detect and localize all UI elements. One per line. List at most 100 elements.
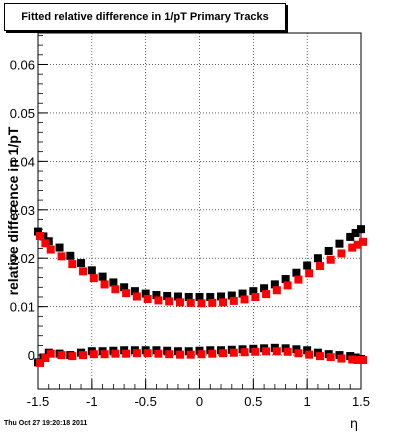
data-point [186,298,195,307]
data-point [219,349,228,358]
data-point [68,352,77,361]
x-tick-label: -0.5 [134,394,156,409]
data-point [68,260,77,269]
data-point [165,297,174,306]
data-point [109,278,118,287]
data-point [197,350,206,359]
y-tick-label: 0.06 [10,57,35,72]
data-point [251,293,260,302]
data-point [165,350,174,359]
data-point [240,295,249,304]
data-marks [34,225,367,367]
data-point [303,261,312,270]
data-point [359,356,367,365]
x-tick-label: -1 [86,394,98,409]
data-point [283,347,292,356]
data-point [122,289,131,298]
data-point [294,275,303,284]
data-point [79,267,88,276]
x-axis-label: η [350,417,358,432]
y-tick-label: 0.02 [10,251,35,266]
data-point [46,245,55,254]
data-point [359,237,367,246]
y-tick-label: 0.04 [10,154,35,169]
data-point [186,350,195,359]
data-point [79,351,88,360]
data-point [154,296,163,305]
data-point [353,240,362,249]
data-point [132,349,141,358]
data-point [240,348,249,357]
data-point [270,280,279,289]
data-point [260,284,269,293]
data-point [346,232,355,241]
data-point [143,294,152,303]
data-point [36,232,44,241]
data-point [197,299,206,308]
data-point [217,292,226,301]
data-point [229,296,238,305]
data-point [195,292,204,301]
y-tick-label: 0.05 [10,106,35,121]
y-tick-label: 0.01 [10,300,35,315]
data-point [173,292,182,301]
data-point [313,254,322,263]
data-point [46,349,55,358]
data-point [57,252,66,261]
data-point [141,289,150,298]
data-point [219,298,228,307]
data-point [303,346,312,355]
data-point [41,354,50,363]
data-point [353,356,362,365]
data-point [262,290,271,299]
chart-title: Fitted relative difference in 1/pT Prima… [4,3,286,31]
x-tick-label: 0.5 [244,394,262,409]
data-point [351,229,360,238]
data-point [57,351,66,360]
data-point [98,272,107,281]
data-point [294,349,303,358]
x-tick-label: 1.5 [352,394,370,409]
data-point [251,347,260,356]
y-axis-label: relative difference in 1/pT [5,126,21,295]
data-point [305,350,314,359]
y-tick-label: 0 [28,348,35,363]
data-point [305,269,314,278]
data-point [130,287,139,296]
data-point [36,358,44,367]
axis-ticks: -1.5 -1 -0.5 0 0.5 1 1.5 0 0.01 0.02 0.03 0.04 0.05 0… [10,35,370,409]
footer-timestamp: Thu Oct 27 19:20:18 2011 [4,420,88,427]
data-point [229,348,238,357]
data-point [120,283,129,292]
data-point [111,285,120,294]
data-point [337,354,346,363]
data-point [100,350,109,359]
data-point [326,255,335,264]
data-point [272,347,281,356]
data-point [208,349,217,358]
data-point [292,268,301,277]
data-point [66,251,75,260]
data-point [238,289,247,298]
data-point [89,350,98,359]
data-point [184,292,193,301]
data-point [324,246,333,255]
data-point [122,349,131,358]
data-point [154,349,163,358]
data-point [34,227,42,236]
data-point [152,291,161,300]
data-point [335,239,344,248]
data-point [348,355,357,364]
data-point [337,249,346,258]
grid-lines [37,33,362,389]
data-point [357,225,365,234]
data-point [208,298,217,307]
data-point [89,274,98,283]
data-point [283,281,292,290]
x-tick-label: 1 [304,394,311,409]
data-point [77,259,86,268]
data-point [132,292,141,301]
data-point [87,266,96,275]
data-point [348,243,357,252]
